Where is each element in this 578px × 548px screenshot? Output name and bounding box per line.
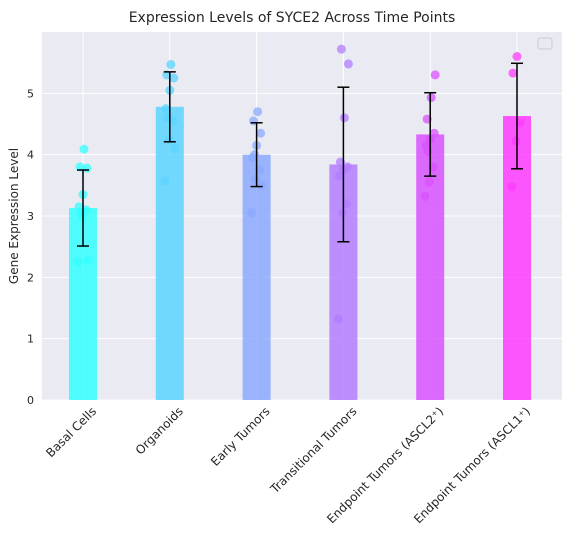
data-point (169, 73, 179, 83)
error-bar (77, 169, 89, 247)
y-tick-label: 2 (27, 271, 34, 284)
data-point (256, 128, 266, 138)
data-point (424, 177, 434, 187)
y-tick-label: 0 (27, 394, 34, 407)
data-point (75, 162, 85, 172)
data-point (507, 182, 517, 192)
error-bars (77, 62, 523, 247)
data-point (337, 208, 347, 218)
data-point (166, 60, 176, 70)
error-bar (424, 91, 437, 177)
data-point (251, 174, 261, 184)
error-bar (511, 62, 523, 170)
data-point (426, 93, 436, 103)
y-axis-label: Gene Expression Level (7, 148, 21, 284)
y-tick-labels: 0 1 2 3 4 5 (27, 87, 34, 407)
data-point (333, 314, 343, 324)
data-point (511, 136, 521, 146)
y-tick-label: 3 (27, 210, 34, 223)
data-point (250, 150, 260, 160)
x-tick-label: Basal Cells (43, 404, 99, 460)
y-tick-label: 4 (27, 149, 34, 162)
data-point (253, 107, 263, 117)
data-point (420, 191, 430, 201)
data-point (163, 113, 173, 123)
x-tick-label: Early Tumors (208, 404, 273, 469)
data-point (247, 208, 257, 218)
error-bar (163, 71, 176, 143)
chart-title: Expression Levels of SYCE2 Across Time P… (129, 10, 456, 26)
data-point (429, 128, 439, 138)
data-point (512, 52, 522, 62)
data-point (73, 257, 83, 267)
data-point (342, 162, 352, 172)
data-point (343, 59, 353, 69)
y-tick-label: 5 (27, 87, 34, 100)
data-point (76, 208, 86, 218)
y-tick-label: 1 (27, 333, 34, 346)
bars (69, 106, 531, 401)
x-tick-labels: Basal Cells Organoids Early TumorsTransiti… (43, 404, 533, 526)
x-tick-label: Transitional Tumors (267, 404, 360, 497)
data-point (336, 44, 346, 54)
x-tick-label: Organoids (133, 404, 186, 457)
bar (242, 154, 271, 400)
bar (155, 106, 184, 401)
data-point (161, 104, 171, 114)
data-point (508, 68, 518, 78)
data-points (73, 44, 525, 324)
legend-box (537, 37, 553, 50)
data-point (257, 180, 267, 190)
data-point (423, 147, 433, 157)
data-point (430, 70, 440, 80)
data-point (160, 176, 170, 186)
error-bar (337, 86, 350, 243)
data-point (79, 144, 89, 154)
data-point (170, 144, 180, 154)
error-bar (250, 122, 263, 188)
data-point (83, 255, 93, 265)
data-point (339, 113, 349, 123)
